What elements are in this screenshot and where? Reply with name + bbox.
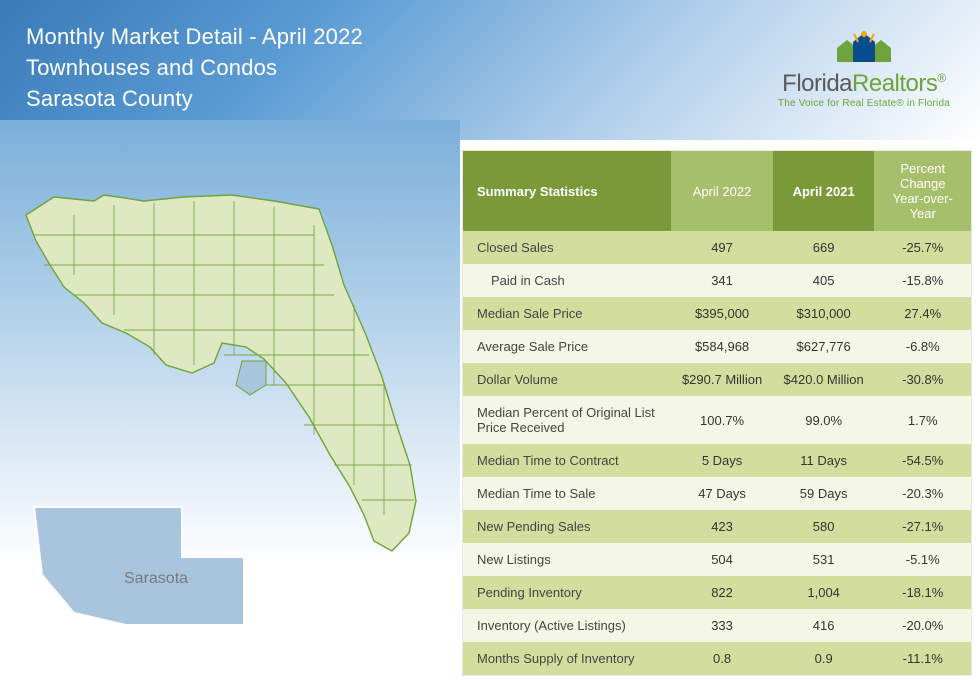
brand-reg: ® [937, 71, 945, 85]
row-label: Median Sale Price [463, 297, 671, 330]
row-value-pct: -25.7% [874, 231, 971, 264]
row-value-pct: -54.5% [874, 444, 971, 477]
row-value-pct: -27.1% [874, 510, 971, 543]
state-outline [26, 195, 416, 551]
row-label: Dollar Volume [463, 363, 671, 396]
table-row: New Pending Sales423580-27.1% [463, 510, 971, 543]
title-line-3: Sarasota County [26, 84, 363, 115]
row-value-prior: 416 [773, 609, 875, 642]
row-value-pct: -6.8% [874, 330, 971, 363]
row-label: New Pending Sales [463, 510, 671, 543]
table-row: Median Time to Sale47 Days59 Days-20.3% [463, 477, 971, 510]
row-value-current: 100.7% [671, 396, 773, 444]
table-row: Average Sale Price$584,968$627,776-6.8% [463, 330, 971, 363]
row-value-prior: 11 Days [773, 444, 875, 477]
row-value-current: $395,000 [671, 297, 773, 330]
row-value-prior: 0.9 [773, 642, 875, 675]
table-row: Paid in Cash341405-15.8% [463, 264, 971, 297]
row-value-current: 5 Days [671, 444, 773, 477]
col-header-3: Percent Change Year-over-Year [874, 151, 971, 231]
row-value-prior: $310,000 [773, 297, 875, 330]
row-value-prior: $420.0 Million [773, 363, 875, 396]
county-label: Sarasota [124, 570, 188, 588]
title-line-2: Townhouses and Condos [26, 53, 363, 84]
row-value-prior: $627,776 [773, 330, 875, 363]
row-value-prior: 669 [773, 231, 875, 264]
brand-icon [829, 28, 899, 68]
row-label: Closed Sales [463, 231, 671, 264]
row-value-pct: -20.3% [874, 477, 971, 510]
brand-tagline: The Voice for Real Estate® in Florida [778, 98, 950, 109]
row-label: Inventory (Active Listings) [463, 609, 671, 642]
row-label: Median Time to Sale [463, 477, 671, 510]
stats-table-wrap: Summary Statistics April 2022 April 2021… [462, 150, 972, 676]
row-value-pct: -15.8% [874, 264, 971, 297]
row-value-current: $584,968 [671, 330, 773, 363]
table-row: Median Sale Price$395,000$310,00027.4% [463, 297, 971, 330]
table-row: New Listings504531-5.1% [463, 543, 971, 576]
row-value-pct: -20.0% [874, 609, 971, 642]
row-value-current: 504 [671, 543, 773, 576]
row-label: Pending Inventory [463, 576, 671, 609]
table-row: Inventory (Active Listings)333416-20.0% [463, 609, 971, 642]
brand-word-2: Realtors [852, 70, 937, 97]
row-value-current: 822 [671, 576, 773, 609]
table-row: Closed Sales497669-25.7% [463, 231, 971, 264]
title-block: Monthly Market Detail - April 2022 Townh… [26, 22, 363, 114]
row-value-pct: 1.7% [874, 396, 971, 444]
row-label: Paid in Cash [463, 264, 671, 297]
table-header-row: Summary Statistics April 2022 April 2021… [463, 151, 971, 231]
row-label: New Listings [463, 543, 671, 576]
row-label: Median Percent of Original List Price Re… [463, 396, 671, 444]
row-value-current: 333 [671, 609, 773, 642]
map-container: Sarasota [14, 155, 444, 635]
stats-table: Summary Statistics April 2022 April 2021… [463, 151, 971, 675]
table-row: Months Supply of Inventory0.80.9-11.1% [463, 642, 971, 675]
row-value-current: 341 [671, 264, 773, 297]
row-value-prior: 580 [773, 510, 875, 543]
row-value-pct: 27.4% [874, 297, 971, 330]
title-line-1: Monthly Market Detail - April 2022 [26, 22, 363, 53]
row-value-prior: 59 Days [773, 477, 875, 510]
table-row: Median Percent of Original List Price Re… [463, 396, 971, 444]
row-label: Median Time to Contract [463, 444, 671, 477]
row-value-current: 0.8 [671, 642, 773, 675]
col-header-1: April 2022 [671, 151, 773, 231]
report-page: Monthly Market Detail - April 2022 Townh… [0, 0, 980, 676]
row-value-pct: -18.1% [874, 576, 971, 609]
county-inset-shape [34, 507, 244, 625]
florida-map [14, 155, 444, 635]
row-value-pct: -5.1% [874, 543, 971, 576]
county-highlight-on-state [236, 361, 266, 395]
row-value-prior: 405 [773, 264, 875, 297]
table-row: Dollar Volume$290.7 Million$420.0 Millio… [463, 363, 971, 396]
col-header-3-line2: Year-over-Year [893, 191, 953, 221]
row-value-current: 423 [671, 510, 773, 543]
col-header-name: Summary Statistics [463, 151, 671, 231]
table-row: Median Time to Contract5 Days11 Days-54.… [463, 444, 971, 477]
row-label: Months Supply of Inventory [463, 642, 671, 675]
brand-name: FloridaRealtors® [778, 70, 950, 98]
row-value-current: $290.7 Million [671, 363, 773, 396]
col-header-2: April 2021 [773, 151, 875, 231]
row-value-pct: -11.1% [874, 642, 971, 675]
col-header-3-line1: Percent Change [900, 161, 946, 191]
row-value-current: 497 [671, 231, 773, 264]
brand-logo: FloridaRealtors® The Voice for Real Esta… [778, 28, 950, 109]
table-row: Pending Inventory8221,004-18.1% [463, 576, 971, 609]
stats-table-body: Closed Sales497669-25.7%Paid in Cash3414… [463, 231, 971, 675]
row-value-prior: 99.0% [773, 396, 875, 444]
row-label: Average Sale Price [463, 330, 671, 363]
row-value-current: 47 Days [671, 477, 773, 510]
row-value-prior: 1,004 [773, 576, 875, 609]
row-value-prior: 531 [773, 543, 875, 576]
brand-word-1: Florida [782, 70, 852, 97]
row-value-pct: -30.8% [874, 363, 971, 396]
